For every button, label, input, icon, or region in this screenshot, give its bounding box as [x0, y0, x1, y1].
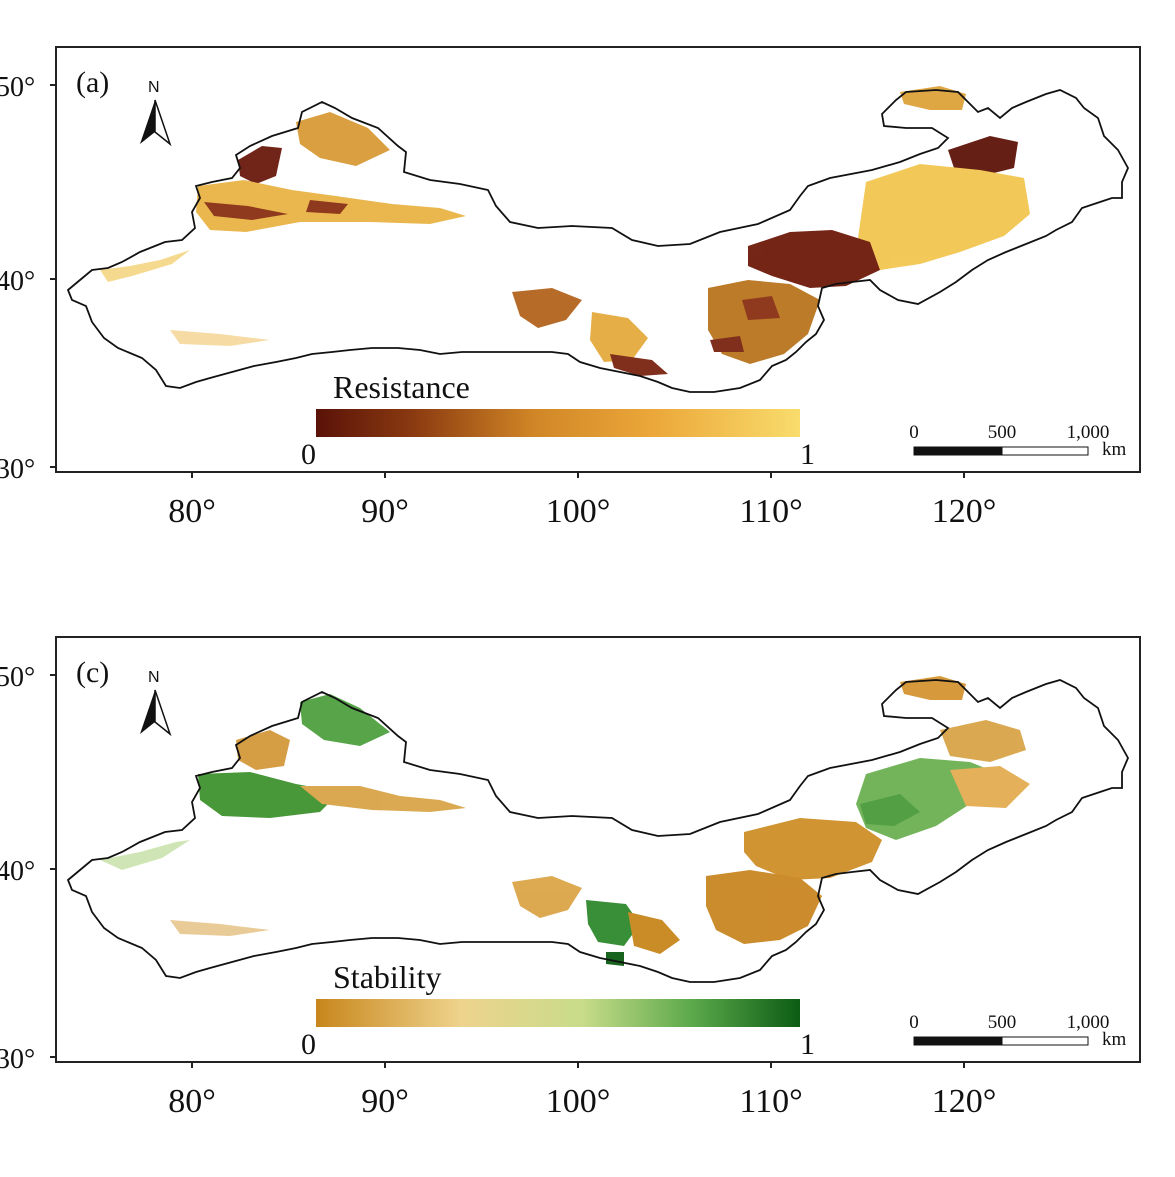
scale-unit: km: [1102, 1029, 1127, 1050]
scale-label-1000: 1,000: [1067, 422, 1110, 443]
scale-label-1000: 1,000: [1067, 1012, 1110, 1033]
legend-colorbar: [316, 999, 800, 1027]
lon-label-80: 80°: [168, 493, 216, 530]
legend-min: 0: [301, 438, 316, 471]
scale-bar: 0 500 1,000 km: [909, 1012, 1126, 1050]
scale-label-500: 500: [988, 1012, 1017, 1033]
lat-ticks: [50, 84, 56, 468]
lon-ticks: [191, 1062, 965, 1068]
lat-ticks: [50, 674, 56, 1058]
legend-max: 1: [800, 438, 815, 471]
lon-label-80: 80°: [168, 1083, 216, 1120]
panel-label-a: (a): [76, 66, 109, 99]
scale-label-0: 0: [909, 422, 919, 443]
legend-a: Resistance 0 1: [301, 369, 815, 471]
panel-label-c: (c): [76, 656, 109, 689]
region-map-a: [67, 86, 1129, 393]
lat-label-40: 40°: [0, 266, 35, 297]
svg-text:N: N: [148, 79, 160, 96]
scale-bar: 0 500 1,000 km: [909, 422, 1126, 460]
panel-c: 50° 40° 30° 80° 90° 100° 110° 120° (c) N…: [0, 636, 1141, 1120]
lon-label-110: 110°: [739, 1083, 802, 1120]
lon-ticks: [191, 472, 965, 478]
lat-label-50: 50°: [0, 72, 35, 103]
lon-label-100: 100°: [546, 493, 611, 530]
lon-label-100: 100°: [546, 1083, 611, 1120]
legend-min: 0: [301, 1028, 316, 1061]
scale-unit: km: [1102, 439, 1127, 460]
svg-text:N: N: [148, 669, 160, 686]
lat-label-30: 30°: [0, 454, 35, 485]
legend-title: Resistance: [333, 369, 470, 405]
lat-label-50: 50°: [0, 662, 35, 693]
panel-a: 50° 40° 30° 80° 90° 100° 110° 120° (a) N: [0, 46, 1141, 530]
lon-label-110: 110°: [739, 493, 802, 530]
north-arrow-icon: N: [140, 79, 172, 147]
region-map-c: [67, 676, 1129, 983]
legend-c: Stability 0 1: [301, 959, 815, 1061]
lon-label-90: 90°: [361, 493, 409, 530]
scale-label-500: 500: [988, 422, 1017, 443]
lon-label-90: 90°: [361, 1083, 409, 1120]
lon-label-120: 120°: [932, 493, 997, 530]
legend-colorbar: [316, 409, 800, 437]
lat-label-30: 30°: [0, 1044, 35, 1075]
legend-title: Stability: [333, 959, 441, 995]
lon-label-120: 120°: [932, 1083, 997, 1120]
lat-label-40: 40°: [0, 856, 35, 887]
north-arrow-icon: N: [140, 669, 172, 737]
legend-max: 1: [800, 1028, 815, 1061]
scale-label-0: 0: [909, 1012, 919, 1033]
